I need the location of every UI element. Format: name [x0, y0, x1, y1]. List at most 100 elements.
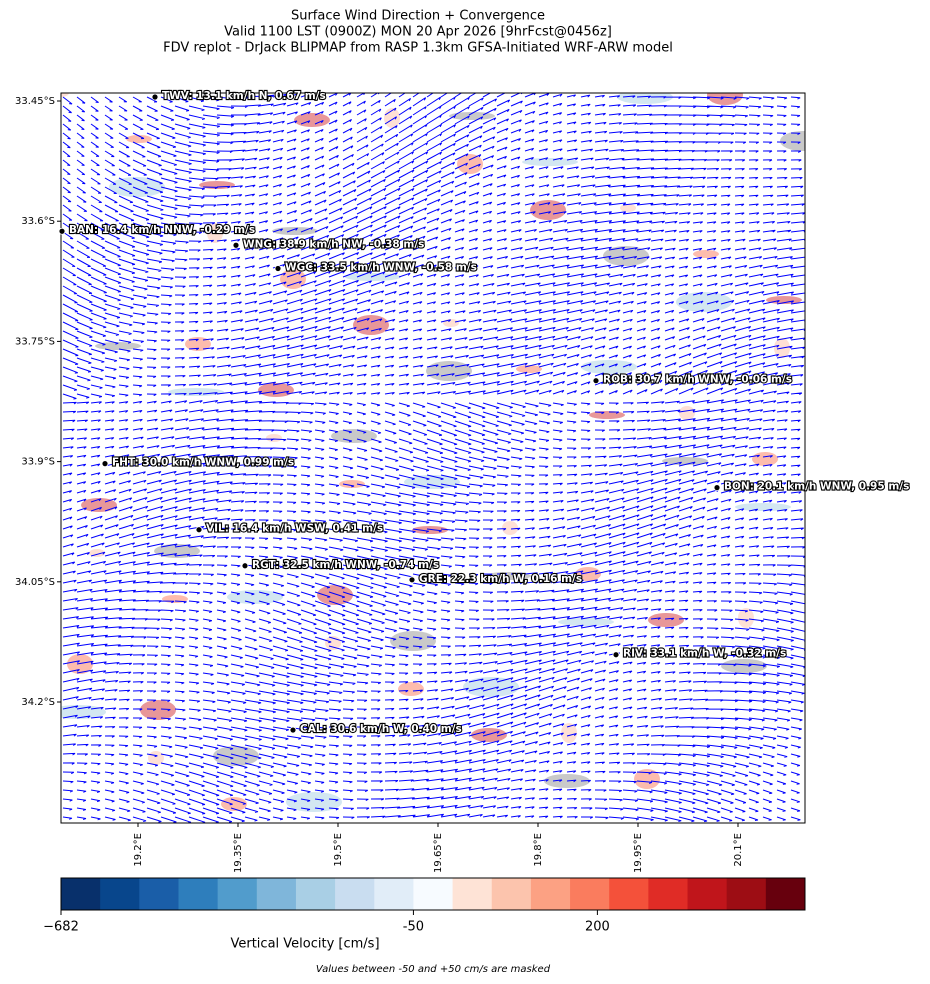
shading — [575, 567, 601, 581]
x-tick-label: 20.1°E — [733, 833, 744, 867]
shading — [185, 337, 211, 351]
station-dot — [151, 93, 159, 101]
shading — [603, 246, 649, 266]
colorbar-bin — [726, 878, 767, 910]
shading — [558, 618, 614, 626]
shading — [662, 457, 708, 465]
shading — [738, 608, 754, 628]
x-tick-label: 19.8°E — [533, 833, 544, 867]
title-line: Valid 1100 LST (0900Z) MON 20 Apr 2026 [… — [224, 25, 612, 40]
station-dot — [289, 726, 297, 734]
station-label: BON: 20.1 km/h WNW, 0.95 m/s — [724, 481, 909, 493]
y-tick-label: 33.45°S — [15, 96, 55, 107]
shading — [679, 406, 695, 420]
shading — [676, 292, 732, 312]
y-tick-label: 33.75°S — [15, 336, 55, 347]
shading — [221, 797, 247, 811]
shading — [390, 631, 436, 651]
colorbar-bin — [609, 878, 649, 910]
station-label: CAL: 30.6 km/h W, 0.40 m/s — [300, 723, 462, 735]
shading — [95, 342, 141, 350]
shading — [168, 388, 224, 396]
shading — [126, 135, 152, 143]
y-tick-label: 34.2°S — [21, 697, 55, 708]
wind-arrows — [62, 93, 805, 823]
station-label: ROB: 30.7 km/h WNW, -0.06 m/s — [603, 374, 792, 386]
shading — [286, 792, 342, 812]
colorbar-tick-label: 200 — [585, 920, 610, 935]
y-tick-label: 34.05°S — [15, 577, 55, 588]
station-dot — [101, 460, 109, 468]
colorbar-tick-label: -50 — [403, 920, 424, 935]
station-dot — [408, 576, 416, 584]
station-dot — [232, 241, 240, 249]
colorbar-bin — [452, 878, 493, 910]
shading — [648, 613, 684, 627]
colorbar-bin — [530, 878, 571, 910]
shading — [617, 93, 673, 104]
station-label: GRE: 22.3 km/h W, 0.16 m/s — [419, 573, 582, 585]
shading — [294, 113, 330, 127]
y-tick-label: 33.9°S — [21, 457, 55, 468]
wind-field — [61, 93, 805, 823]
shading — [707, 93, 743, 105]
shading — [561, 723, 577, 743]
map-area — [61, 93, 805, 823]
shading — [780, 131, 805, 151]
colorbar-bin — [256, 878, 297, 910]
shading — [752, 452, 778, 466]
station-dot — [58, 227, 66, 235]
y-tick-label: 33.6°S — [21, 216, 55, 227]
station-dot — [592, 377, 600, 385]
shading — [457, 154, 483, 174]
shading — [502, 521, 518, 535]
station-label: TWV: 13.1 km/h N, 0.67 m/s — [162, 90, 326, 102]
shading — [353, 315, 389, 335]
station-dot — [195, 526, 203, 534]
colorbar-bin — [765, 878, 806, 910]
shading — [345, 273, 401, 281]
shading — [67, 654, 93, 674]
station-dot — [274, 265, 282, 272]
station-label: WGC: 33.5 km/h WNW, -0.58 m/s — [285, 261, 477, 273]
shading — [516, 365, 542, 373]
shading — [207, 223, 223, 243]
colorbar-bin — [570, 878, 610, 910]
shading — [485, 572, 531, 580]
station-dot — [612, 651, 620, 659]
shading — [735, 503, 791, 511]
colorbar-bin — [335, 878, 375, 910]
shading — [634, 769, 660, 789]
x-tick-label: 19.95°E — [633, 833, 644, 873]
shading — [140, 700, 176, 720]
shading — [258, 383, 294, 397]
colorbar-bin — [687, 878, 728, 910]
map-frame — [60, 92, 806, 824]
shading — [61, 93, 69, 97]
shading — [589, 411, 625, 419]
shading — [227, 590, 283, 604]
shading — [620, 204, 636, 212]
station-label: VIL: 16.4 km/h WSW, 0.41 m/s — [206, 523, 383, 535]
colorbar-bin — [178, 878, 219, 910]
colorbar-bin — [61, 878, 101, 910]
x-tick-label: 19.35°E — [233, 833, 244, 873]
x-tick-label: 19.65°E — [433, 833, 444, 873]
colorbar-bin — [648, 878, 689, 910]
colorbar-bin — [217, 878, 258, 910]
station-label: BAN: 16.4 km/h NNW, -0.29 m/s — [69, 224, 255, 236]
station-dot — [713, 484, 721, 492]
shading — [693, 250, 719, 258]
shading — [213, 746, 259, 766]
station-label: RIV: 33.1 km/h W, -0.32 m/s — [623, 648, 786, 660]
colorbar-label: Vertical Velocity [cm/s] — [230, 937, 379, 952]
note: Values between -50 and +50 cm/s are mask… — [316, 964, 551, 975]
colorbar-bin — [413, 878, 454, 910]
station-dot — [241, 562, 249, 570]
shading — [317, 585, 353, 605]
shading — [109, 177, 165, 197]
shading — [272, 227, 318, 235]
x-tick-label: 19.2°E — [133, 833, 144, 867]
shading — [339, 480, 365, 488]
